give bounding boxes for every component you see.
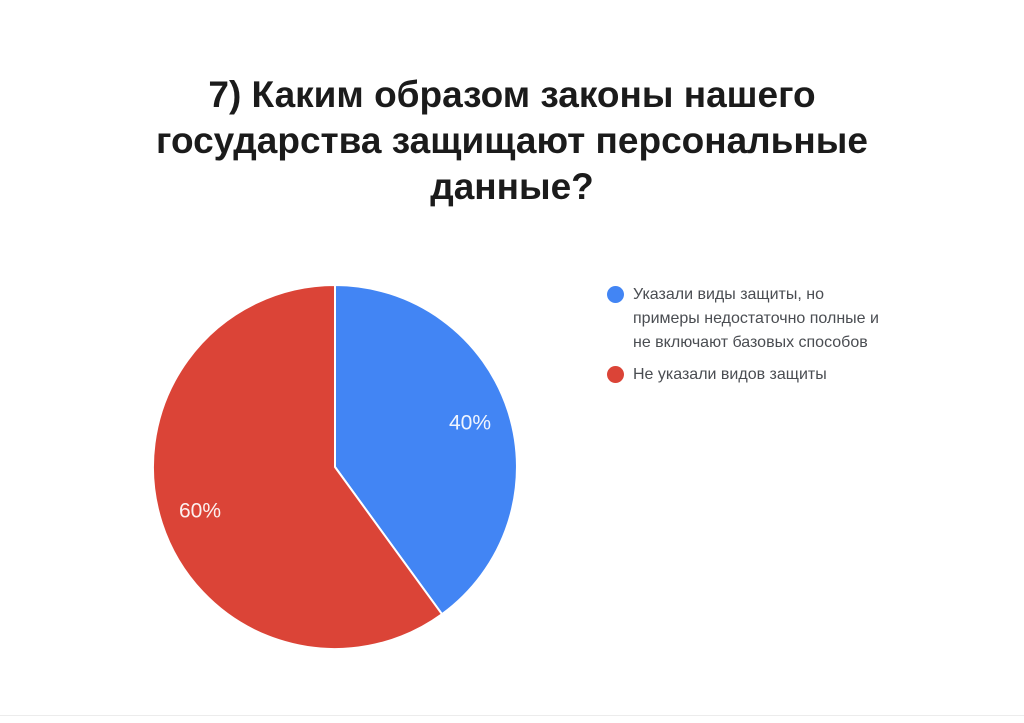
pie-chart: 40% 60%: [151, 284, 518, 650]
pie-slice-1: [151, 284, 443, 650]
legend: Указали виды защиты, но примеры недостат…: [607, 283, 879, 395]
pie-slice-0: [334, 284, 518, 616]
legend-swatch-blue: [607, 286, 624, 303]
legend-swatch-red: [607, 366, 624, 383]
slice-label-0: 40%: [449, 412, 491, 435]
legend-label: Указали виды защиты, но примеры недостат…: [633, 286, 879, 351]
slice-label-1: 60%: [179, 499, 221, 522]
photo-edge-artifact: [0, 715, 1024, 716]
legend-label: Не указали видов защиты: [633, 366, 827, 383]
chart-title: 7) Каким образом законы нашего государст…: [156, 74, 868, 207]
legend-item: Указали виды защиты, но примеры недостат…: [607, 283, 879, 355]
legend-item: Не указали видов защиты: [607, 363, 879, 387]
